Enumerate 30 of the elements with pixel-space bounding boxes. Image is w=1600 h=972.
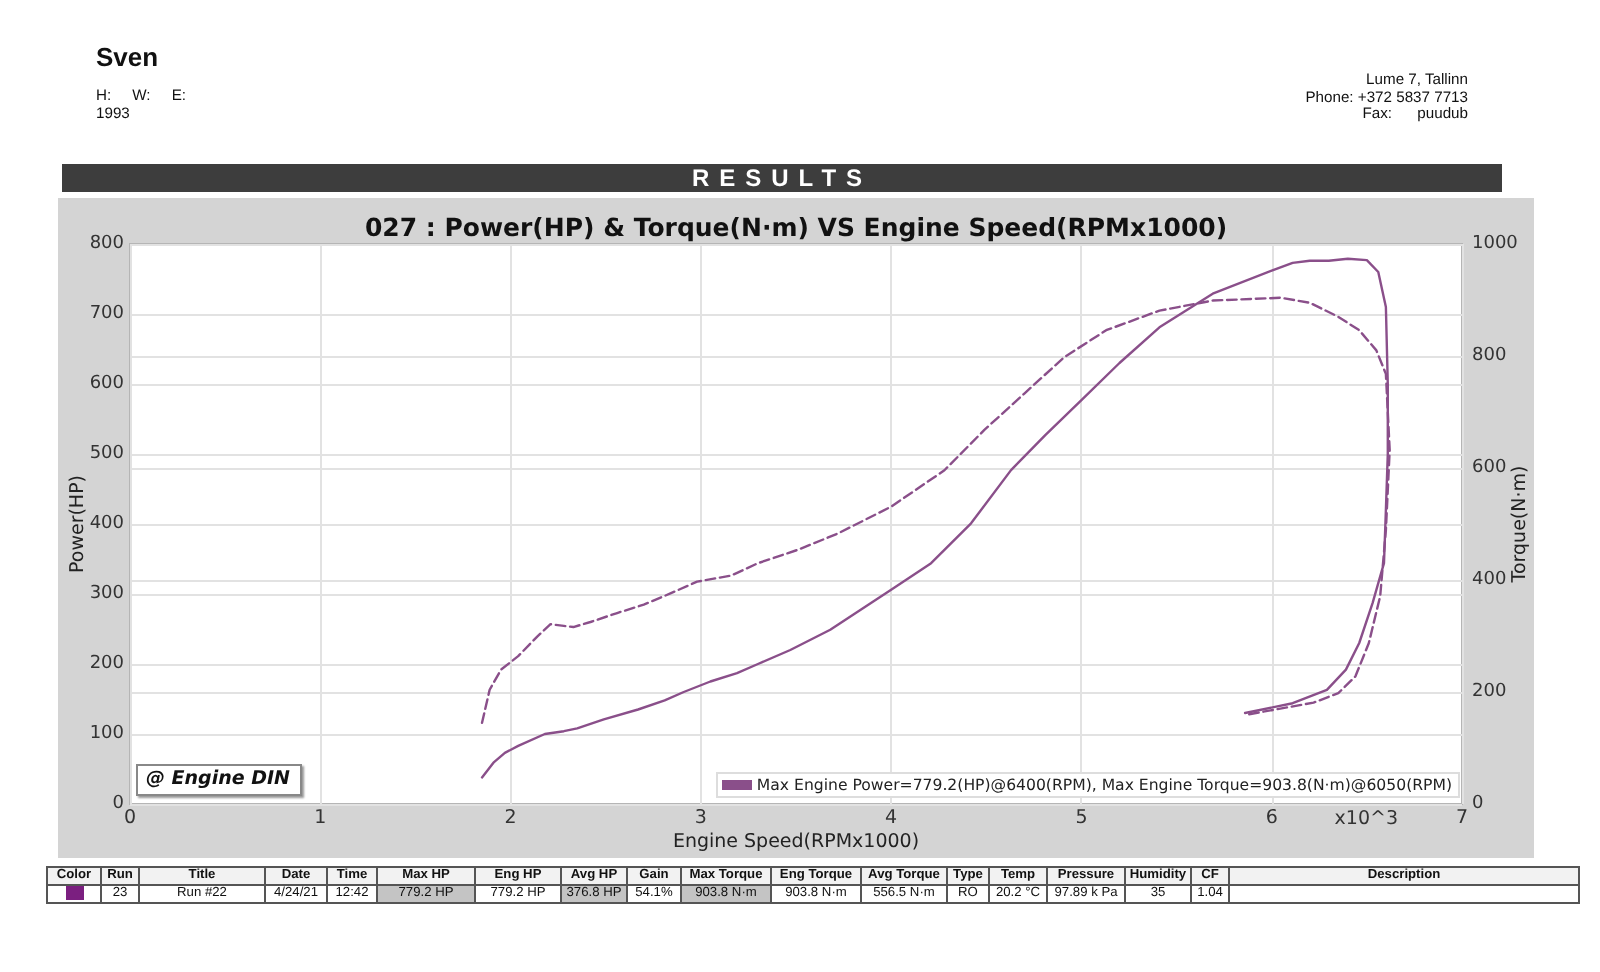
- y-tick-label: 100: [89, 724, 125, 744]
- y2-tick-label: 400: [1472, 570, 1507, 590]
- x-tick-label: 1: [314, 807, 327, 829]
- x-tick-label: 5: [1075, 807, 1088, 829]
- y2-tick-label: 800: [1472, 346, 1507, 366]
- x-tick-label: 7: [1455, 807, 1469, 829]
- x-tick-label: 2: [504, 807, 517, 829]
- y2-tick-label: 1000: [1472, 234, 1519, 254]
- y-tick-label: 800: [89, 234, 125, 254]
- y-tick-label: 400: [89, 514, 125, 534]
- y-tick-label: 0: [112, 794, 125, 814]
- text: Sven: [96, 42, 161, 72]
- chart-title: 027 : Power(HP) & Torque(N·m) VS Engine Speed(RPMx1000): [364, 212, 1228, 242]
- text: RESULTS: [62, 164, 1502, 192]
- y-tick-label: 700: [89, 304, 125, 324]
- y2-tick-label: 600: [1472, 458, 1507, 478]
- x-tick-label: 4: [885, 807, 898, 829]
- y-tick-label: 300: [89, 584, 125, 604]
- x-tick-label: 6: [1265, 807, 1278, 829]
- x-axis-title: Engine Speed(RPMx1000): [672, 831, 920, 853]
- text: x10^3: [1334, 808, 1398, 832]
- y-tick-label: 600: [89, 374, 125, 394]
- y2-tick-label: 200: [1472, 682, 1507, 702]
- y-tick-label: 200: [89, 654, 125, 674]
- y-axis-title: Power(HP): [67, 474, 89, 574]
- y2-axis-title: Torque(N·m): [1509, 465, 1531, 585]
- y2-tick-label: 0: [1472, 794, 1484, 814]
- x-tick-label: 3: [694, 807, 707, 829]
- y-tick-label: 500: [89, 444, 125, 464]
- annotation: @ Engine DIN: [146, 768, 291, 790]
